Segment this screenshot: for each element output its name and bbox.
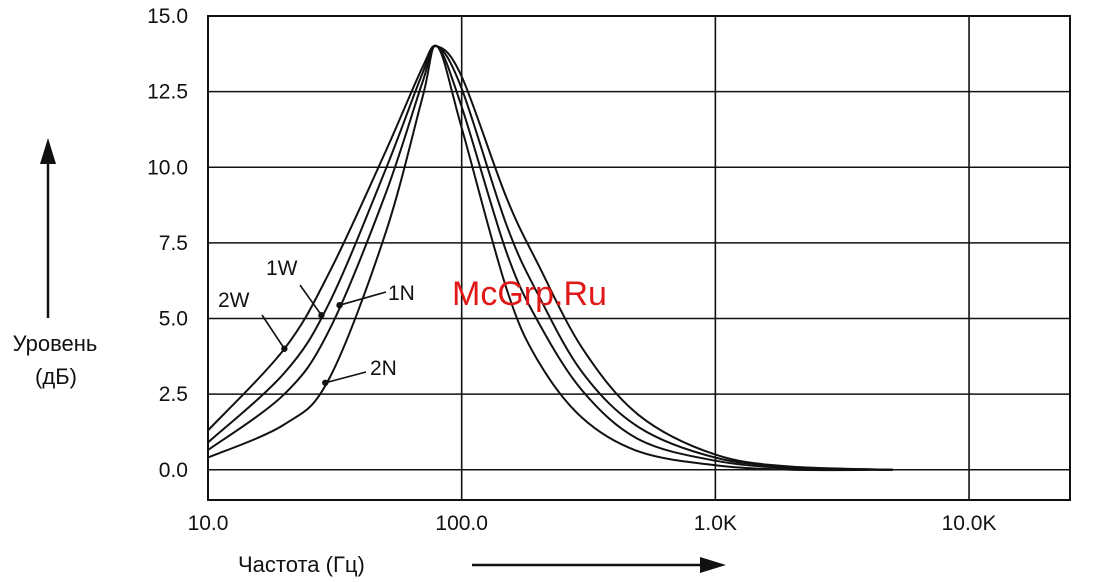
watermark: McGrp.Ru	[452, 275, 607, 313]
y-axis-label-line2: (дБ)	[35, 364, 77, 389]
curves	[207, 44, 893, 472]
curve-1W	[207, 44, 893, 471]
x-axis-ticks: 10.0 100.0 1.0K 10.0K	[188, 512, 997, 535]
y-tick-label: 2.5	[159, 383, 188, 406]
leader-line-1W	[299, 284, 323, 316]
marker-2W	[281, 345, 288, 352]
y-tick-label: 10.0	[147, 156, 188, 179]
leader-line-2W	[261, 314, 286, 350]
curve-label-1N: 1N	[388, 282, 415, 305]
curve-label-1W: 1W	[266, 257, 298, 280]
curve-label-2N: 2N	[370, 357, 397, 380]
x-tick-label: 10.0	[188, 512, 229, 535]
x-axis-arrow	[472, 557, 726, 573]
curve-2W	[207, 45, 893, 471]
plot-area	[207, 15, 1071, 501]
y-tick-label: 7.5	[159, 232, 188, 255]
y-tick-label: 5.0	[159, 308, 188, 331]
grid-lines	[207, 15, 1070, 500]
x-tick-label: 10.0K	[942, 512, 997, 535]
curve-labels: 2W 1W 1N 2N	[218, 257, 415, 386]
y-axis-label-line1: Уровень	[13, 331, 98, 356]
curve-label-2W: 2W	[218, 289, 250, 312]
x-axis-label: Частота (Гц)	[238, 552, 365, 577]
y-tick-label: 12.5	[147, 81, 188, 104]
marker-1N	[336, 302, 343, 309]
marker-1W	[318, 312, 325, 319]
y-tick-label: 15.0	[147, 5, 188, 28]
curve-2N	[207, 44, 893, 472]
x-tick-label: 100.0	[435, 512, 488, 535]
x-tick-label: 1.0K	[694, 512, 737, 535]
leader-line-1N	[339, 291, 387, 306]
marker-2N	[322, 379, 329, 386]
curve-1N	[207, 44, 893, 471]
y-axis-ticks: 15.0 12.5 10.0 7.5 5.0 2.5 0.0	[147, 5, 188, 482]
y-axis-arrow	[40, 138, 56, 318]
y-tick-label: 0.0	[159, 459, 188, 482]
leader-line-2N	[325, 371, 367, 384]
